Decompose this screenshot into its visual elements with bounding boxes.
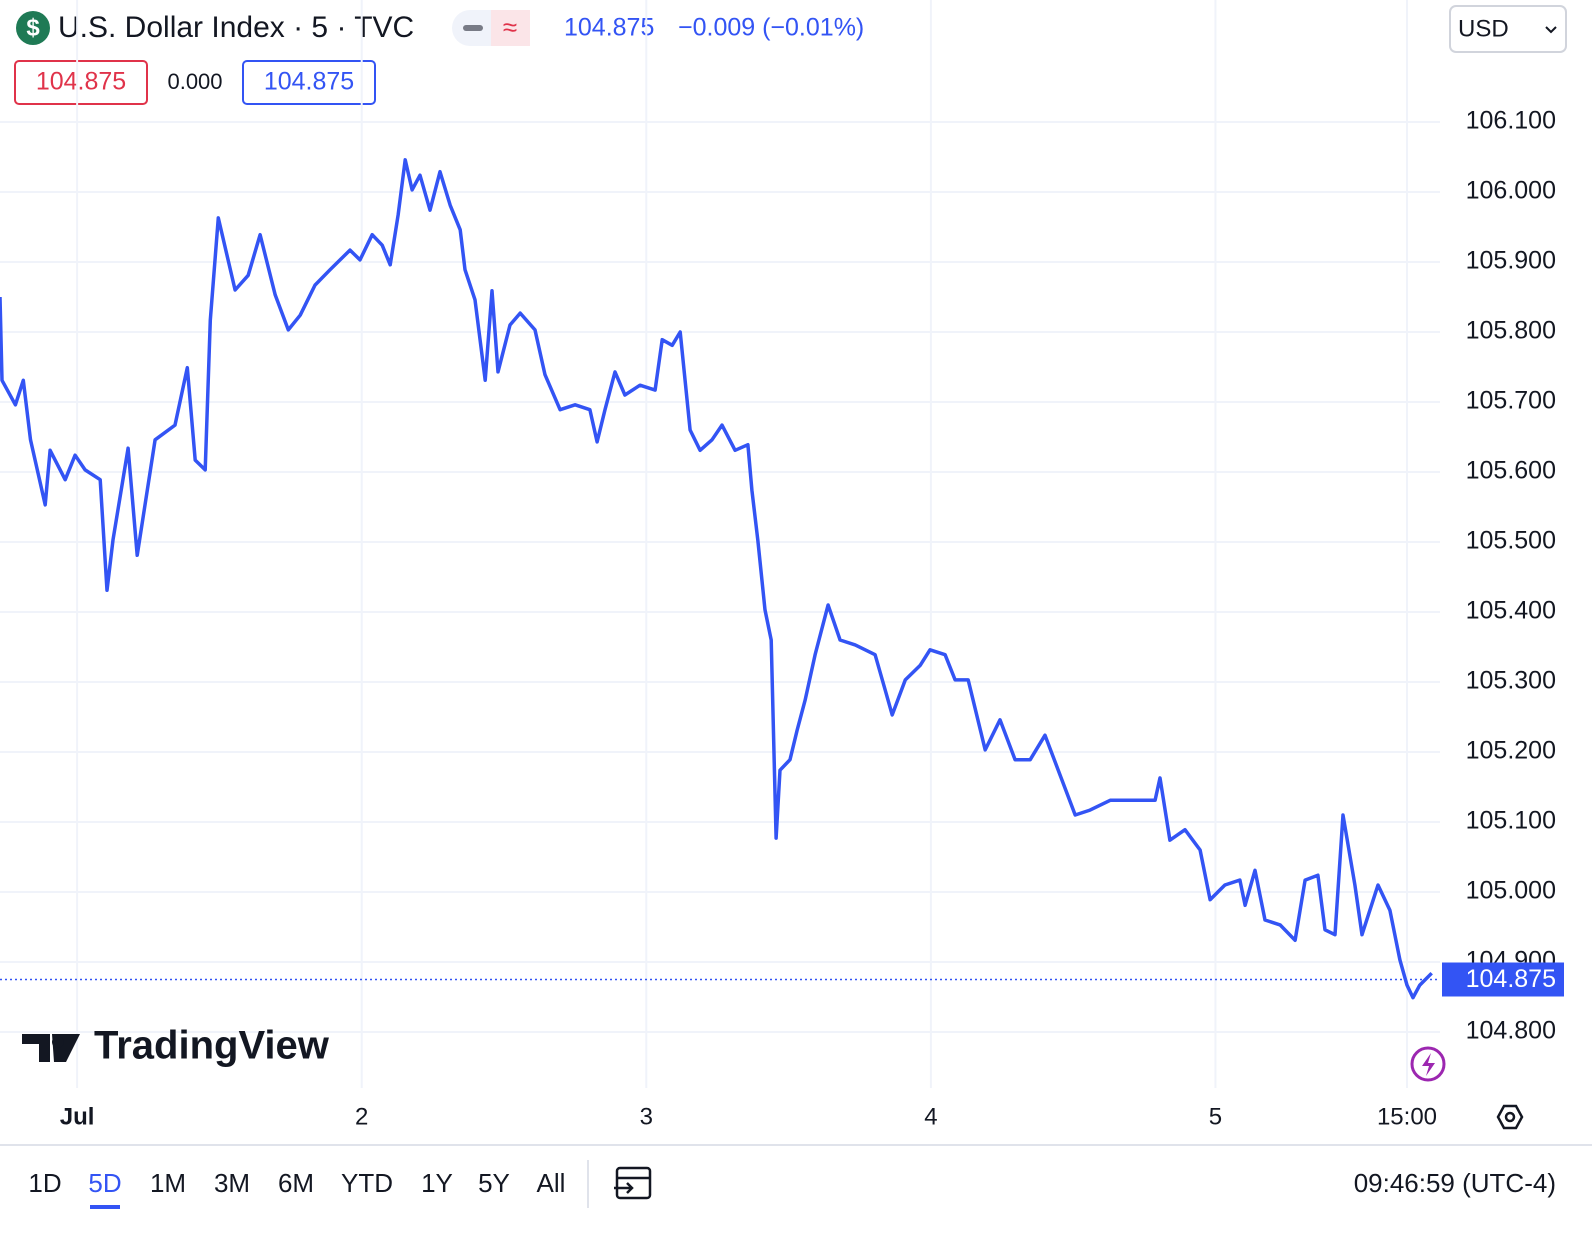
- range-button[interactable]: 3M: [214, 1168, 250, 1198]
- settings-icon[interactable]: [1496, 1104, 1524, 1130]
- range-selected-underline: [90, 1205, 120, 1209]
- range-button[interactable]: All: [537, 1168, 566, 1198]
- ask: 104.875: [264, 68, 354, 96]
- y-tick-label: 105.800: [1466, 317, 1556, 345]
- bid: 104.875: [36, 68, 126, 96]
- calendar-icon[interactable]: [614, 1166, 652, 1200]
- price-change: −0.009 (−0.01%): [678, 14, 864, 42]
- x-tick-label: 2: [355, 1103, 368, 1130]
- range-button[interactable]: 1D: [28, 1168, 61, 1198]
- currency-label: USD: [1458, 15, 1509, 42]
- y-tick-label: 105.300: [1466, 667, 1556, 695]
- status-icon: ≈: [503, 12, 517, 42]
- currency-select[interactable]: [1449, 5, 1567, 53]
- y-tick-label: 106.000: [1466, 177, 1556, 205]
- y-tick-label: 105.600: [1466, 457, 1556, 485]
- y-tick-label: 104.800: [1466, 1017, 1556, 1045]
- y-tick-label: 105.700: [1466, 387, 1556, 415]
- status-pill-alert: [491, 10, 530, 46]
- watermark: TradingView: [94, 1024, 330, 1068]
- last-price-label: 104.875: [1466, 965, 1556, 993]
- y-tick-label: 105.400: [1466, 597, 1556, 625]
- x-tick-label: 4: [924, 1103, 937, 1130]
- logo-mark: [22, 1034, 80, 1062]
- spread: 0.000: [167, 69, 222, 94]
- ask-box[interactable]: [242, 60, 376, 105]
- plot-area: 104.800104.900105.000105.100105.200105.3…: [0, 0, 1564, 1130]
- range-bar: 1D 5D 1M 3M 6M YTD 1Y 5Y All: [28, 1168, 565, 1209]
- y-tick-label: 105.100: [1466, 807, 1556, 835]
- price: 104.875: [564, 14, 654, 42]
- x-tick-label: 3: [640, 1103, 653, 1130]
- logo-mark: [52, 1036, 64, 1048]
- chart-title: U.S. Dollar Index · 5 · TVC: [58, 11, 414, 44]
- range-button[interactable]: 6M: [278, 1168, 314, 1198]
- x-tick-label: 15:00: [1377, 1103, 1437, 1130]
- range-button[interactable]: YTD: [341, 1168, 393, 1198]
- last-price-box: [1442, 962, 1564, 997]
- y-tick-label: 106.100: [1466, 107, 1556, 135]
- range-button[interactable]: 5Y: [478, 1168, 510, 1198]
- x-tick-label: 5: [1209, 1103, 1222, 1130]
- dropdown-arrow: [1545, 26, 1557, 34]
- range-button[interactable]: 1M: [150, 1168, 186, 1198]
- symbol-icon: [16, 11, 50, 45]
- y-tick-label: 105.500: [1466, 527, 1556, 555]
- lightning-icon[interactable]: [1410, 1046, 1446, 1082]
- status-icon: [463, 25, 483, 31]
- y-tick-label: 105.200: [1466, 737, 1556, 765]
- clock: 09:46:59 (UTC-4): [1354, 1168, 1556, 1198]
- y-tick-label: 105.900: [1466, 247, 1556, 275]
- y-tick-label: 105.000: [1466, 877, 1556, 905]
- price-line: [0, 158, 1433, 1000]
- range-button[interactable]: 1Y: [421, 1168, 453, 1198]
- symbol-icon-glyph: $: [26, 14, 40, 41]
- lightning-glyph: [1422, 1053, 1435, 1076]
- range-button[interactable]: 5D: [88, 1168, 121, 1198]
- x-tick-label: Jul: [60, 1103, 95, 1130]
- bid-box[interactable]: [14, 60, 148, 105]
